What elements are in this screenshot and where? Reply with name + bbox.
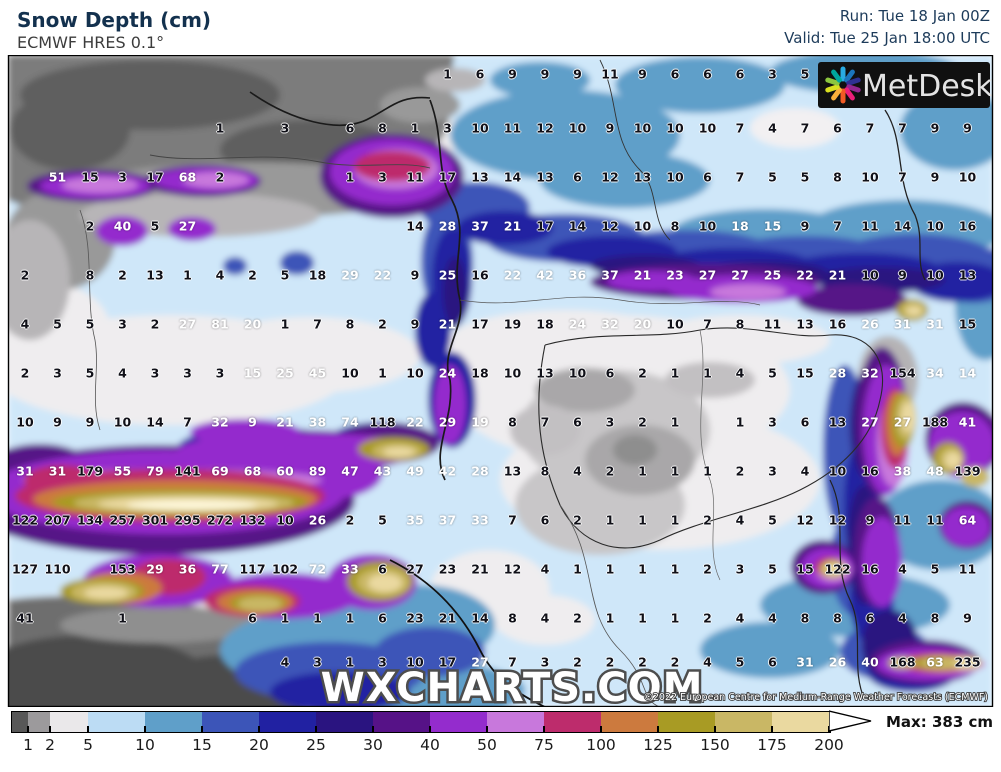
- legend-label: 100: [586, 736, 616, 754]
- legend-segment: [88, 712, 145, 732]
- legend-tick: [714, 726, 716, 732]
- country-borders: [79, 59, 926, 707]
- watermark: WXCHARTS.COM: [321, 665, 704, 711]
- model-subtitle: ECMWF HRES 0.1°: [17, 33, 165, 52]
- legend-tick: [486, 726, 488, 732]
- page-title: Snow Depth (cm): [17, 8, 212, 32]
- legend-segment: [50, 712, 88, 732]
- legend-tick: [27, 726, 29, 732]
- legend-label: 15: [192, 736, 212, 754]
- legend-label: 1: [23, 736, 33, 754]
- legend-tick: [258, 726, 260, 732]
- run-time: Run: Tue 18 Jan 00Z: [839, 7, 990, 25]
- legend-tick: [771, 726, 773, 732]
- legend-label: 25: [306, 736, 326, 754]
- metdesk-pinwheel-icon: [825, 66, 861, 104]
- legend-label: 125: [643, 736, 673, 754]
- legend-segment: [544, 712, 601, 732]
- legend-label: 2: [45, 736, 55, 754]
- legend-tick: [657, 726, 659, 732]
- legend-tick: [87, 726, 89, 732]
- legend-segment: [259, 712, 316, 732]
- legend-segment: [658, 712, 715, 732]
- legend-tick: [372, 726, 374, 732]
- legend-label: 30: [363, 736, 383, 754]
- legend-tick: [543, 726, 545, 732]
- shading-blobs: [8, 55, 993, 707]
- color-scale-legend: Max: 383 cm 1 2 5 10 15 20 25 30 40 50 75 100 125 150…: [0, 707, 1001, 768]
- legend-segment: [12, 712, 28, 732]
- colorbar-arrow: [829, 710, 872, 732]
- legend-label: 5: [83, 736, 93, 754]
- legend-segment: [316, 712, 373, 732]
- legend-label: 200: [814, 736, 844, 754]
- legend-segment: [145, 712, 202, 732]
- legend-label: 50: [477, 736, 497, 754]
- legend-segment: [715, 712, 772, 732]
- legend-segment: [28, 712, 50, 732]
- legend-label: 40: [420, 736, 440, 754]
- legend-tick: [429, 726, 431, 732]
- legend-tick: [144, 726, 146, 732]
- legend-label: 20: [249, 736, 269, 754]
- header: Snow Depth (cm) ECMWF HRES 0.1° Run: Tue…: [0, 0, 1001, 55]
- colorbar: [11, 711, 831, 733]
- legend-label: 10: [135, 736, 155, 754]
- metdesk-logo: MetDesk: [818, 62, 993, 108]
- legend-label: 175: [757, 736, 787, 754]
- legend-tick: [600, 726, 602, 732]
- legend-label: 150: [700, 736, 730, 754]
- legend-tick: [201, 726, 203, 732]
- legend-tick: [315, 726, 317, 732]
- legend-segment: [430, 712, 487, 732]
- legend-tick: [49, 726, 51, 732]
- metdesk-logo-text: MetDesk: [862, 69, 993, 104]
- max-value-label: Max: 383 cm: [886, 713, 993, 731]
- copyright-note: ©2022 European Centre for Medium-Range W…: [643, 692, 988, 703]
- legend-segment: [373, 712, 430, 732]
- valid-time: Valid: Tue 25 Jan 18:00 UTC: [784, 29, 990, 47]
- legend-segment: [772, 712, 829, 732]
- legend-segment: [601, 712, 658, 732]
- map-frame: [7, 54, 994, 708]
- legend-label: 75: [534, 736, 554, 754]
- legend-segment: [487, 712, 544, 732]
- legend-segment: [202, 712, 259, 732]
